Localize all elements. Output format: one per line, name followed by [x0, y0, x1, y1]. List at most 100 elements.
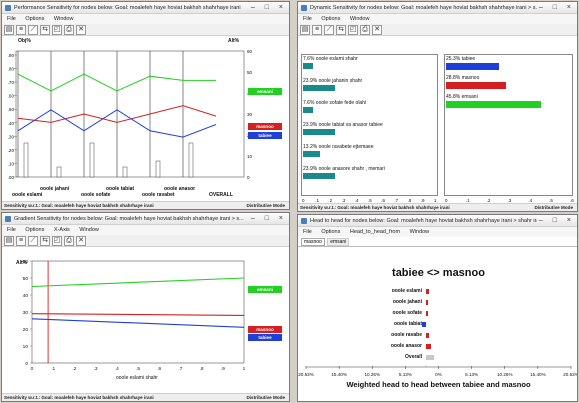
menu-xaxis[interactable]: X-Axis [53, 227, 70, 233]
dyn-left-bar[interactable] [303, 173, 335, 179]
tag-masnoo[interactable]: masnoo [248, 123, 282, 130]
window-controls-icon[interactable]: – □ × [250, 4, 287, 11]
gradient-icon[interactable]: ⟋ [324, 25, 334, 35]
menu-file[interactable]: File [7, 227, 16, 233]
dyn-left-tick: .5 [368, 198, 372, 203]
h2h-tabs: masnoo emsani [298, 238, 577, 247]
h2h-row-label: ooole ravabe [391, 332, 422, 338]
menu-window[interactable]: Window [53, 16, 74, 22]
h2h-titlebar[interactable]: Head to head for nodes below: Goal: moal… [298, 215, 577, 227]
dyn-right-bar-label: 25.3% tabiee [446, 56, 476, 62]
menu-options[interactable]: Options [321, 229, 341, 235]
window-controls-icon[interactable]: – □ × [538, 217, 575, 224]
perf-chart-icon[interactable]: ▤ [300, 25, 310, 35]
dyn-left-bar[interactable] [303, 129, 335, 135]
grad-x-tick: .2 [72, 366, 76, 372]
dyn-right-bar [446, 82, 506, 89]
close-chart-icon[interactable]: ✕ [372, 25, 382, 35]
grad-plot-area [31, 260, 245, 364]
grad-titlebar[interactable]: Gradient Sensitivity for nodes below: Go… [2, 213, 289, 225]
menu-window[interactable]: Window [409, 229, 430, 235]
menu-options[interactable]: Options [25, 227, 45, 233]
perf-left-tick: .80 [8, 67, 15, 72]
head-to-head-icon[interactable]: ⇆ [40, 236, 50, 246]
dyn-left-bar[interactable] [303, 107, 314, 113]
dyn-titlebar[interactable]: Dynamic Sensitivity for nodes below: Goa… [298, 2, 577, 14]
menu-file[interactable]: File [303, 229, 312, 235]
performance-sensitivity-window[interactable]: Performance Sensitivity for nodes below:… [1, 1, 290, 210]
tag-tabiee[interactable]: tabiee [248, 132, 282, 139]
menu-window[interactable]: Window [79, 227, 99, 233]
dynamic-sensitivity-window[interactable]: Dynamic Sensitivity for nodes below: Goa… [297, 1, 578, 212]
h2h-row-bar [426, 344, 431, 349]
app-icon [5, 5, 11, 11]
h2h-axis: 20.53% 15.40% 10.26% 5.13% 0% 5.13% 10.26% 15.4… [298, 365, 577, 377]
gradient-icon[interactable]: ⟋ [28, 236, 38, 246]
print-icon[interactable]: ⎙ [64, 25, 74, 35]
menu-file[interactable]: File [303, 16, 312, 22]
grad-y-tick: 50 [23, 276, 29, 282]
perf-xlabel-3: ooole anasor [164, 186, 196, 192]
h2h-row-label: ooole tabiat [393, 321, 422, 327]
tag-emsani[interactable]: emsani [248, 88, 282, 95]
perf-chart-icon[interactable]: ▤ [4, 236, 14, 246]
dynamic-icon[interactable]: ≡ [312, 25, 322, 35]
perf-titlebar[interactable]: Performance Sensitivity for nodes below:… [2, 2, 289, 14]
grad-status-left: Sensitivity w.r.t.: Goal: moalefeh haye … [4, 395, 154, 400]
dyn-right-panel [444, 54, 573, 196]
tab-masnoo[interactable]: masnoo [301, 238, 325, 246]
tab-emsani[interactable]: emsani [327, 238, 350, 246]
dyn-right-bar [446, 101, 542, 108]
perf-chart-icon[interactable]: ▤ [4, 25, 14, 35]
dyn-left-tick: .1 [315, 198, 319, 203]
grad-y-tick: 20 [23, 327, 29, 333]
menu-window[interactable]: Window [349, 16, 370, 22]
close-chart-icon[interactable]: ✕ [76, 236, 86, 246]
h2h-row-bar [426, 300, 428, 305]
perf-plot-area [15, 50, 245, 178]
dyn-left-bar[interactable] [303, 63, 314, 69]
perf-series-masnoo [17, 105, 217, 123]
window-controls-icon[interactable]: – □ × [250, 215, 287, 222]
h2h-row-bar [426, 355, 434, 360]
tag-tabiee[interactable]: tabiee [248, 334, 282, 341]
perf-left-tick: .10 [8, 161, 15, 166]
dyn-right-tick: .6 [570, 198, 574, 203]
twod-icon[interactable]: ◰ [52, 25, 62, 35]
dyn-right-tick: .3 [507, 198, 512, 203]
twod-icon[interactable]: ◰ [348, 25, 358, 35]
head-to-head-icon[interactable]: ⇆ [336, 25, 346, 35]
grad-x-tick: .8 [200, 366, 204, 372]
menu-file[interactable]: File [7, 16, 16, 22]
head-to-head-window[interactable]: Head to head for nodes below: Goal: moal… [297, 214, 578, 402]
h2h-row-bar [422, 322, 426, 327]
menu-head-to-head-from[interactable]: Head_to_head_from [349, 229, 401, 235]
h2h-row-label: ooole anasor [390, 343, 422, 349]
dyn-left-tick: .9 [420, 198, 425, 203]
tag-masnoo[interactable]: masnoo [248, 326, 282, 333]
grad-y-tick: 0 [25, 361, 28, 367]
dynamic-icon[interactable]: ≡ [16, 236, 26, 246]
perf-statusbar: Sensitivity w.r.t.: Goal: moalefeh haye … [2, 201, 289, 209]
dyn-left-tick: .8 [407, 198, 412, 203]
h2h-row-label: Overall [405, 354, 422, 360]
dyn-left-bar[interactable] [303, 85, 335, 91]
dynamic-icon[interactable]: ≡ [16, 25, 26, 35]
print-icon[interactable]: ⎙ [64, 236, 74, 246]
perf-priority-bar [122, 166, 128, 178]
perf-xlabel2-3: ooole ravabet [142, 192, 175, 198]
grad-x-tick: .1 [51, 366, 55, 372]
perf-right-tick: 30 [247, 112, 253, 117]
twod-icon[interactable]: ◰ [52, 236, 62, 246]
tag-emsani[interactable]: emsani [248, 286, 282, 293]
dyn-left-bar[interactable] [303, 151, 321, 157]
dyn-menubar: File Options Window [298, 14, 577, 24]
head-to-head-icon[interactable]: ⇆ [40, 25, 50, 35]
menu-options[interactable]: Options [25, 16, 45, 22]
menu-options[interactable]: Options [321, 16, 341, 22]
print-icon[interactable]: ⎙ [360, 25, 370, 35]
close-chart-icon[interactable]: ✕ [76, 25, 86, 35]
gradient-icon[interactable]: ⟋ [28, 25, 38, 35]
window-controls-icon[interactable]: – □ × [538, 4, 575, 11]
gradient-sensitivity-window[interactable]: Gradient Sensitivity for nodes below: Go… [1, 212, 290, 402]
